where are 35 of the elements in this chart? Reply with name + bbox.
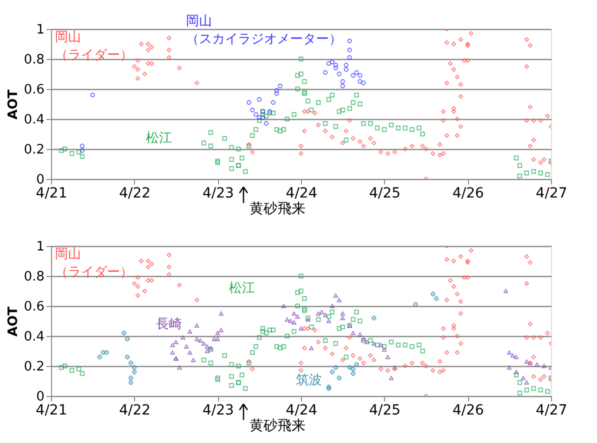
x-tick-label: 4/24 (286, 402, 318, 418)
y-tick-label: 0.6 (24, 300, 44, 314)
y-tick-label: 0.6 (24, 82, 44, 98)
x-tick-label: 4/25 (369, 186, 401, 202)
series-label: 筑波 (296, 373, 322, 388)
x-tick-label: 4/21 (36, 402, 68, 418)
series-label: 長崎 (156, 317, 182, 332)
text: 黄砂飛来 (250, 201, 306, 217)
y-tick-label: 0 (36, 172, 44, 188)
x-tick-label: 4/26 (452, 186, 484, 202)
x-tick-label: 4/23 (202, 186, 234, 202)
x-tick-label: 4/23 (202, 402, 234, 418)
series-label: 岡山（スカイラジオメーター） (186, 14, 342, 47)
x-tick-label: 4/22 (119, 186, 151, 202)
text: 黄砂飛来 (250, 418, 306, 434)
x-tick-label: 4/25 (369, 402, 401, 418)
y-tick-label: 1 (36, 22, 44, 38)
y-tick-label: 0 (36, 390, 44, 404)
x-tick-label: 4/27 (536, 402, 568, 418)
y-tick-label: 0.2 (24, 142, 44, 158)
x-tick-label: 4/22 (119, 402, 151, 418)
y-axis-title: AOT (6, 89, 21, 120)
x-tick-label: 4/24 (286, 186, 318, 202)
x-tick-label: 4/21 (36, 186, 68, 202)
y-tick-label: 0.8 (24, 270, 44, 284)
y-tick-label: 0.4 (24, 112, 44, 128)
x-tick-label: 4/26 (452, 402, 484, 418)
y-tick-label: 0.2 (24, 360, 44, 374)
y-tick-label: 0.4 (24, 330, 44, 344)
y-tick-label: 0.8 (24, 52, 44, 68)
y-axis-title: AOT (6, 306, 21, 336)
text: 松江 (146, 131, 172, 146)
text: 松江 (229, 281, 255, 296)
x-tick-label: 4/27 (536, 186, 568, 202)
y-tick-label: 1 (36, 240, 44, 254)
